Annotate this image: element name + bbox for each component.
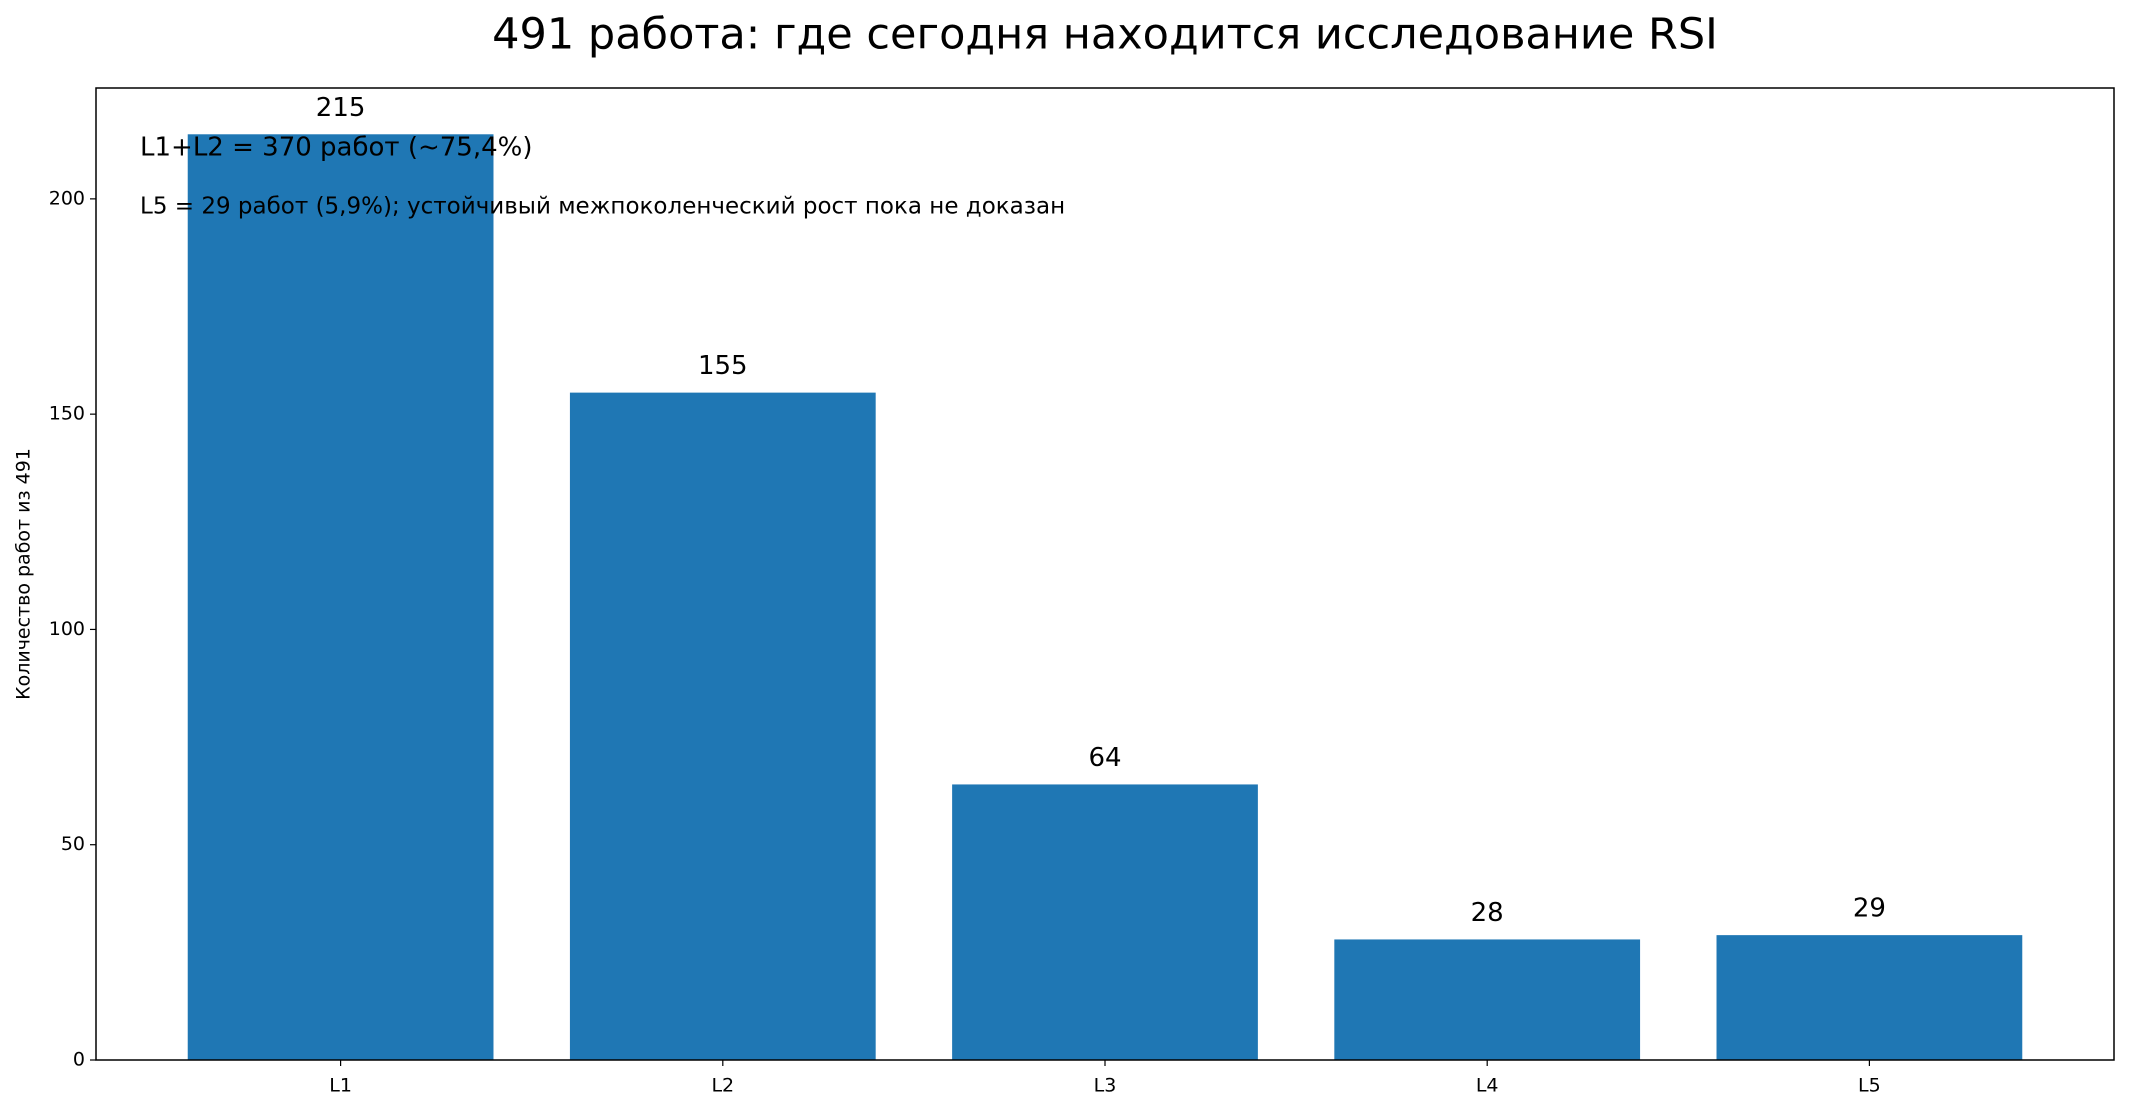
plot-frame bbox=[95, 87, 2115, 1061]
x-tick-label: L1 bbox=[329, 1075, 352, 1097]
value-label: 28 bbox=[1471, 898, 1504, 928]
bar bbox=[1716, 935, 2023, 1060]
y-tick-label: 200 bbox=[49, 187, 85, 209]
x-tick-label: L4 bbox=[1476, 1075, 1499, 1097]
y-tick-label: 150 bbox=[49, 403, 85, 425]
bar bbox=[952, 784, 1258, 1060]
y-axis-label: Количество работ из 491 bbox=[13, 448, 35, 700]
value-label: 215 bbox=[316, 93, 366, 123]
chart-title: 491 работа: где сегодня находится исслед… bbox=[492, 10, 1718, 60]
y-tick-label: 0 bbox=[73, 1049, 85, 1071]
y-tick-label: 100 bbox=[49, 618, 85, 640]
bar bbox=[1334, 939, 1641, 1060]
x-tick-label: L5 bbox=[1858, 1075, 1881, 1097]
value-label: 29 bbox=[1853, 894, 1886, 924]
x-tick-label: L3 bbox=[1094, 1075, 1117, 1097]
value-label: 64 bbox=[1088, 743, 1121, 773]
bar bbox=[187, 134, 494, 1061]
annotation: L1+L2 = 370 работ (~75,4%) bbox=[140, 133, 533, 163]
y-tick-label: 50 bbox=[61, 833, 85, 855]
x-tick-label: L2 bbox=[711, 1075, 734, 1097]
annotation: L5 = 29 работ (5,9%); устойчивый межпоко… bbox=[140, 194, 1065, 220]
bar bbox=[569, 392, 876, 1060]
value-label: 155 bbox=[698, 351, 748, 381]
